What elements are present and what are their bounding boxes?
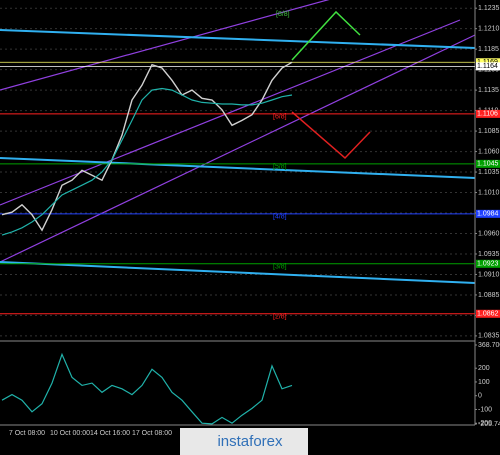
- y-tick-label: 200: [478, 365, 490, 372]
- x-tick-label: 10 Oct 00:00: [50, 430, 90, 437]
- y-tick-label: 1.0835: [478, 333, 500, 340]
- price-line: [1, 352, 293, 425]
- y-tick-label: 1.0910: [478, 271, 500, 278]
- channel-lines: [0, 0, 476, 284]
- level-box: [476, 309, 500, 318]
- level-label: [8/8]: [276, 11, 290, 18]
- y-tick-label: 1.1135: [478, 87, 499, 94]
- level-label: [4/8]: [273, 214, 287, 221]
- y-tick-label: 1.1085: [478, 128, 500, 135]
- level-price: 1.0862: [477, 311, 499, 318]
- y-tick-label: 1.1235: [478, 5, 500, 12]
- level-label: [3/8]: [273, 264, 287, 271]
- x-tick-label: 17 Oct 08:00: [132, 430, 172, 437]
- y-tick-label: 1.0885: [478, 292, 500, 299]
- y-tick-label: 100: [478, 379, 490, 386]
- level-box: [476, 209, 500, 218]
- price-label: 1.1164: [477, 63, 498, 70]
- price-box: [476, 62, 500, 71]
- price-box: [476, 58, 500, 67]
- y-tick-label: 1.1010: [478, 189, 500, 196]
- forecast-arrows: [291, 10, 371, 160]
- y-tick-label: 1.0935: [478, 251, 500, 258]
- y-tick-label: 368.7008: [478, 342, 500, 349]
- y-tick-label: 1.1060: [478, 148, 500, 155]
- level-price: 1.1045: [477, 161, 499, 168]
- x-tick-label: 7 Oct 08:00: [9, 430, 45, 437]
- logo: instaforex: [180, 428, 308, 455]
- level-price: 1.0984: [477, 211, 499, 218]
- y-tick-label: -100: [478, 406, 492, 413]
- level-box: [476, 259, 500, 268]
- y-tick-label: 1.1210: [478, 26, 500, 33]
- level-label: [5/8]: [273, 164, 287, 171]
- y-tick-label: -200: [478, 420, 492, 427]
- logo-text: instaforex: [217, 433, 283, 450]
- y-tick-label: 1.0960: [478, 230, 500, 237]
- level-box: [476, 109, 500, 118]
- price-line: [1, 61, 293, 232]
- y-tick-label: 1.1035: [478, 169, 500, 176]
- level-price: 1.1106: [477, 111, 498, 118]
- level-box: [476, 159, 500, 168]
- x-tick-label: 14 Oct 16:00: [90, 430, 130, 437]
- y-tick-label: -205.741: [478, 421, 500, 428]
- level-label: [2/8]: [273, 314, 287, 321]
- level-label: [6/8]: [273, 114, 287, 121]
- y-tick-label: 0: [478, 393, 482, 400]
- level-price: 1.0923: [477, 261, 499, 268]
- price-line: [1, 87, 293, 236]
- y-tick-label: 1.1185: [478, 46, 499, 53]
